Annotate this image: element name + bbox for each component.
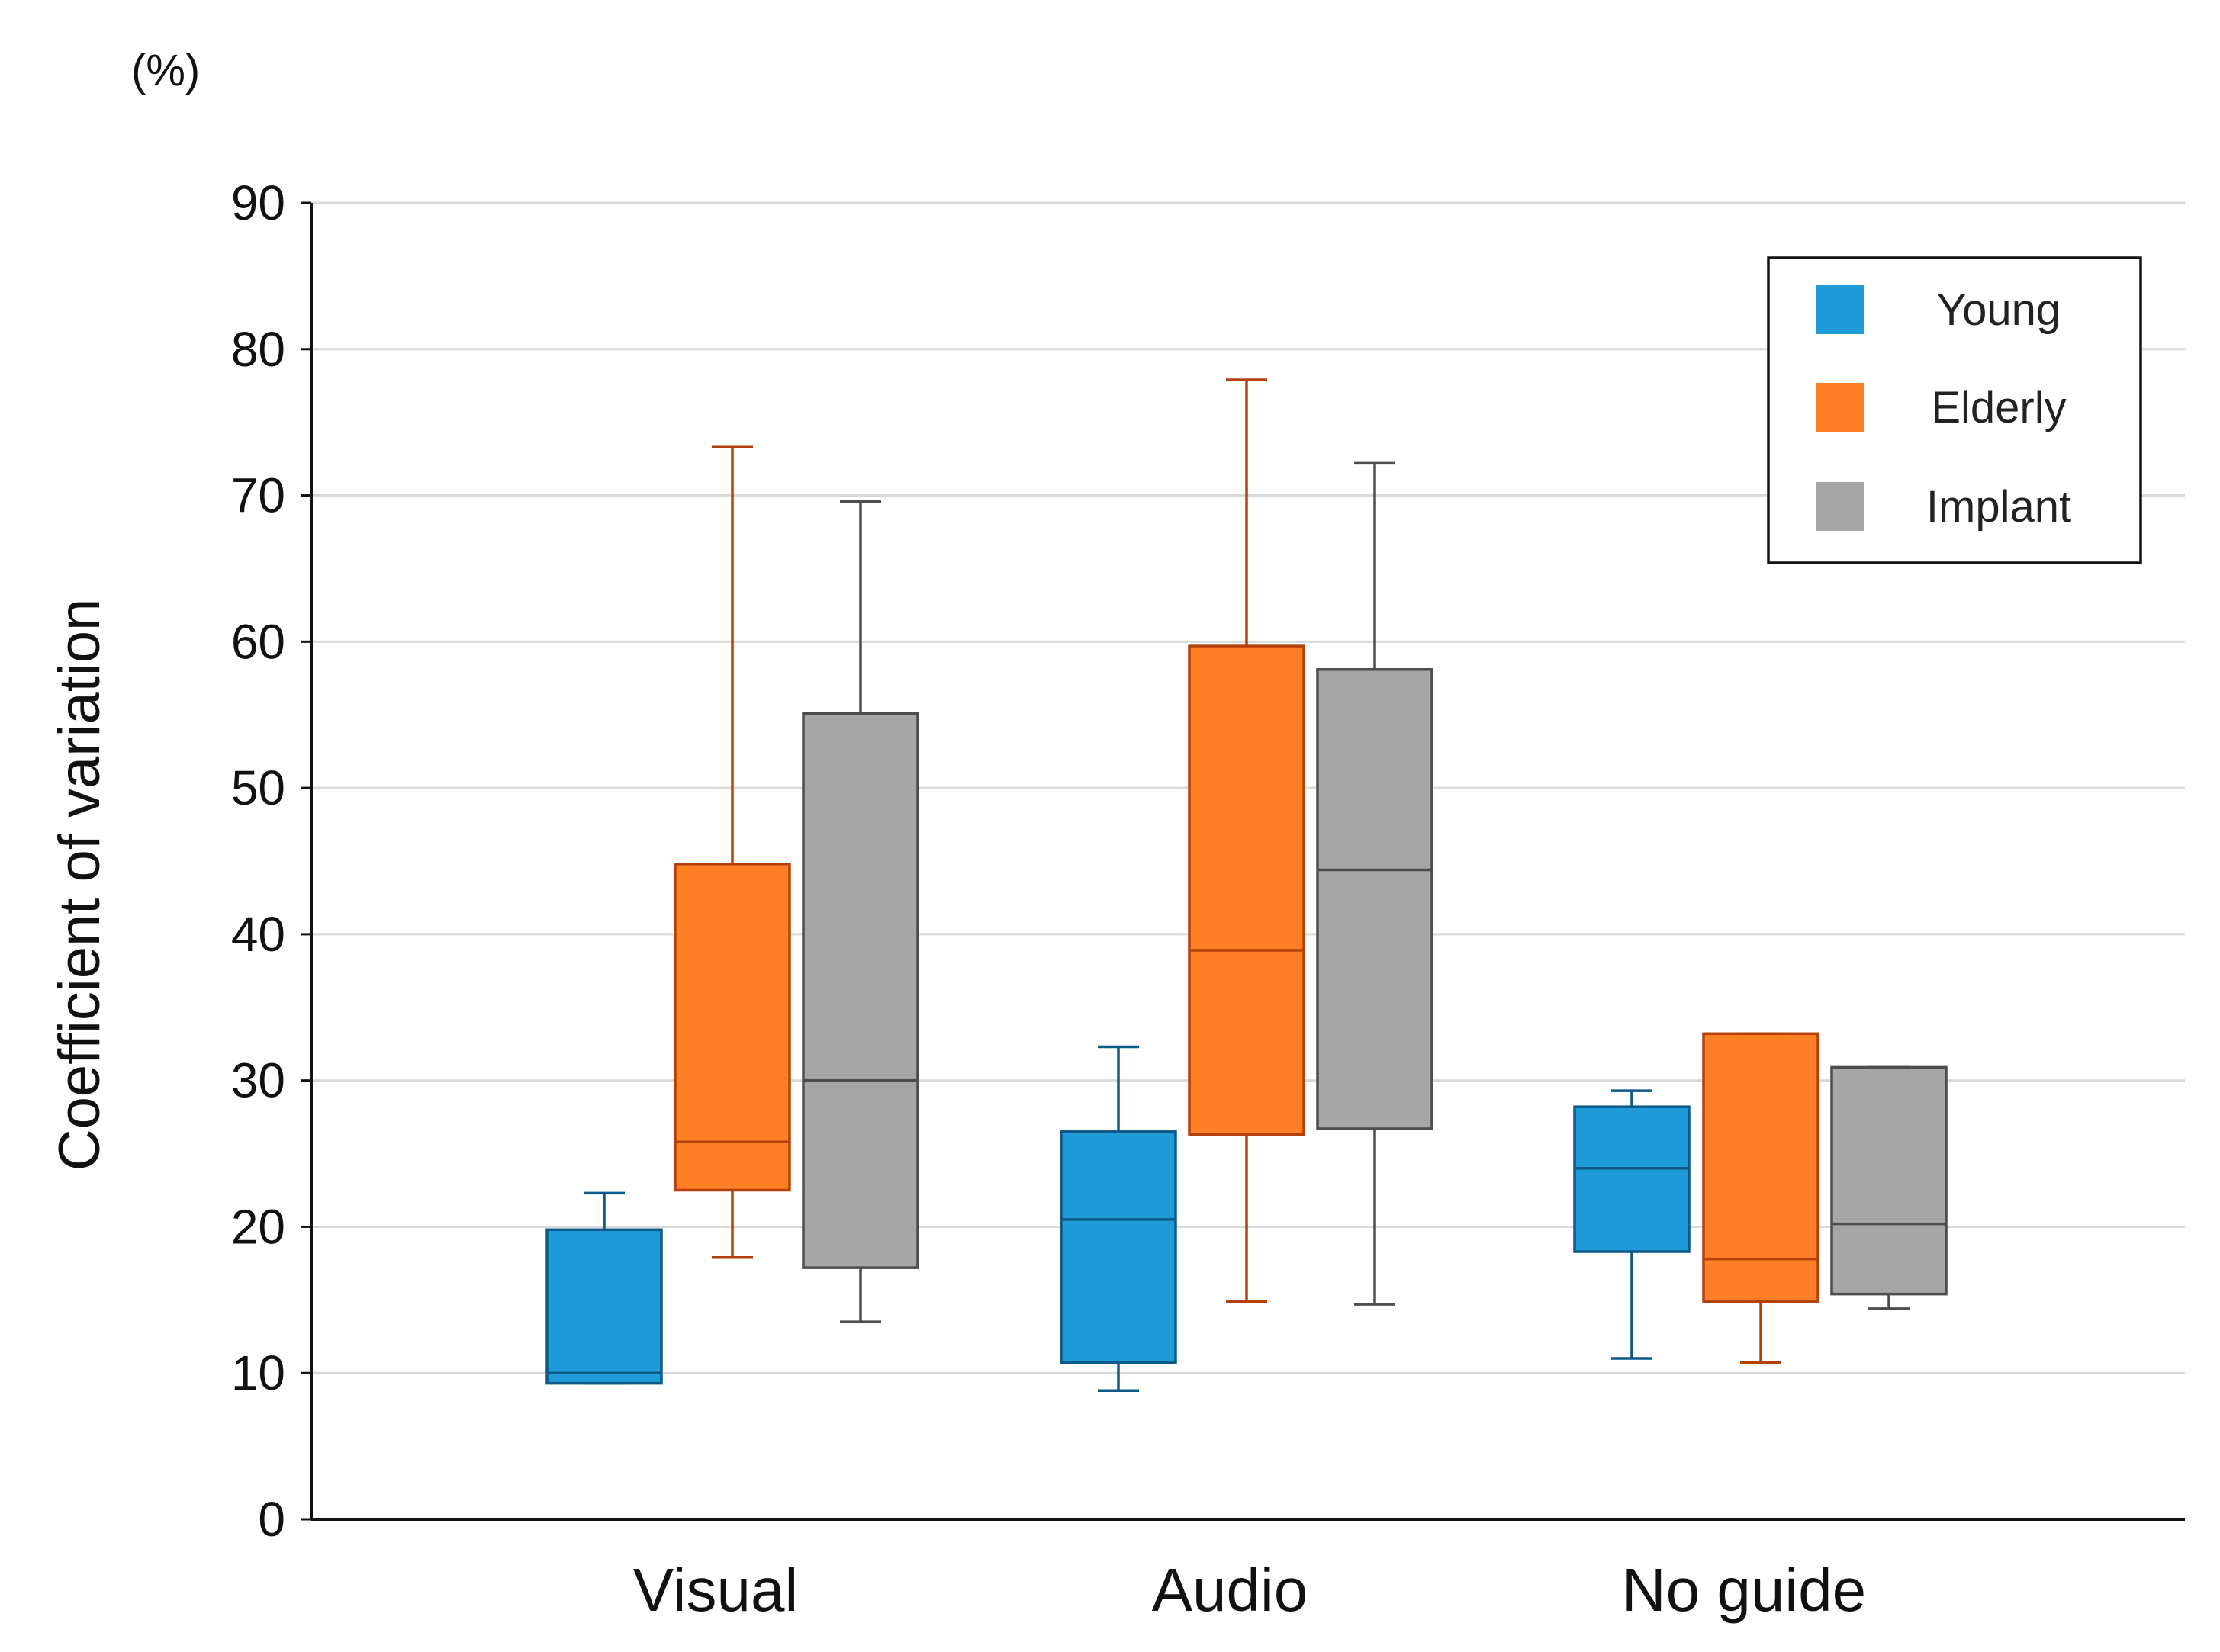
iqr-box <box>802 712 919 1269</box>
legend-label-young: Young <box>1937 285 2061 335</box>
y-tick-label: 30 <box>231 1053 285 1108</box>
box-elderly-2 <box>1702 1032 1819 1364</box>
y-tick-label: 20 <box>231 1199 285 1254</box>
y-tick-label: 70 <box>231 468 285 523</box>
iqr-box <box>545 1228 663 1385</box>
iqr-box <box>1060 1130 1177 1364</box>
iqr-box <box>674 863 791 1192</box>
iqr-box <box>1316 668 1433 1130</box>
iqr-box <box>1573 1105 1691 1253</box>
y-tick-label: 60 <box>231 614 285 669</box>
y-tick-label: 90 <box>231 175 285 230</box>
y-tick-label: 40 <box>231 907 285 962</box>
legend-swatch-elderly <box>1816 383 1864 432</box>
y-tick-label: 0 <box>258 1492 285 1547</box>
box-series <box>545 378 1948 1392</box>
box-young-2 <box>1573 1089 1691 1360</box>
box-elderly-1 <box>1188 378 1305 1303</box>
iqr-box <box>1830 1065 1948 1296</box>
legend: Young Elderly Implant <box>1767 256 2142 564</box>
box-implant-1 <box>1316 461 1433 1306</box>
legend-swatch-implant <box>1816 482 1864 531</box>
iqr-box <box>1702 1032 1819 1303</box>
x-category-labels: Visual Audio No guide <box>633 1556 1866 1624</box>
y-tick-label: 10 <box>231 1345 285 1400</box>
legend-label-implant: Implant <box>1926 482 2071 532</box>
box-elderly-0 <box>674 445 791 1259</box>
legend-swatch-young <box>1816 285 1864 334</box>
box-young-1 <box>1060 1045 1177 1392</box>
legend-label-elderly: Elderly <box>1931 383 2066 432</box>
box-young-0 <box>545 1191 663 1385</box>
box-implant-0 <box>802 500 919 1323</box>
y-tick-labels: 0 10 20 30 40 50 60 70 80 90 <box>231 175 311 1547</box>
y-unit-label: (%) <box>131 46 200 95</box>
y-tick-label: 80 <box>231 322 285 377</box>
iqr-box <box>1188 644 1305 1136</box>
x-category-label: Visual <box>633 1556 798 1624</box>
x-category-label: No guide <box>1622 1556 1866 1624</box>
y-tick-label: 50 <box>231 760 285 815</box>
x-category-label: Audio <box>1152 1556 1308 1624</box>
y-axis-title: Coefficient of variation <box>47 599 112 1172</box>
box-implant-2 <box>1830 1065 1948 1310</box>
